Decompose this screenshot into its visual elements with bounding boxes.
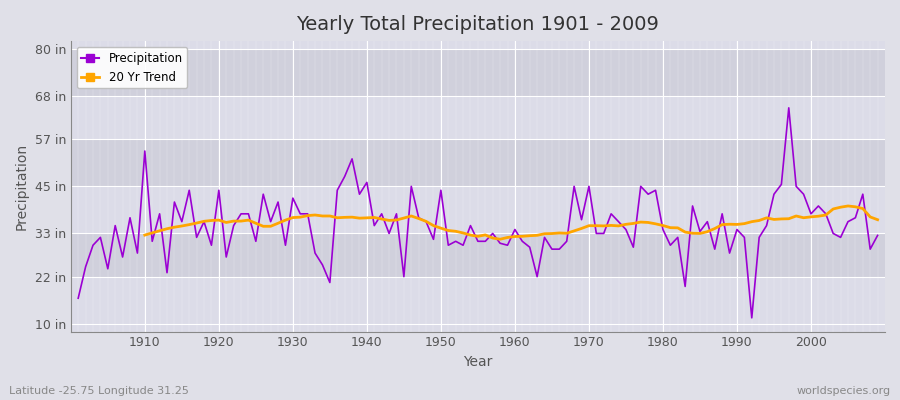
Y-axis label: Precipitation: Precipitation [15,143,29,230]
X-axis label: Year: Year [464,355,492,369]
Bar [71,277,885,324]
Bar [71,186,885,234]
Bar [71,96,885,139]
Bar [71,49,885,96]
Bar [71,234,885,277]
Title: Yearly Total Precipitation 1901 - 2009: Yearly Total Precipitation 1901 - 2009 [296,15,660,34]
Legend: Precipitation, 20 Yr Trend: Precipitation, 20 Yr Trend [76,47,187,88]
Text: worldspecies.org: worldspecies.org [796,386,891,396]
Text: Latitude -25.75 Longitude 31.25: Latitude -25.75 Longitude 31.25 [9,386,189,396]
Bar [71,139,885,186]
